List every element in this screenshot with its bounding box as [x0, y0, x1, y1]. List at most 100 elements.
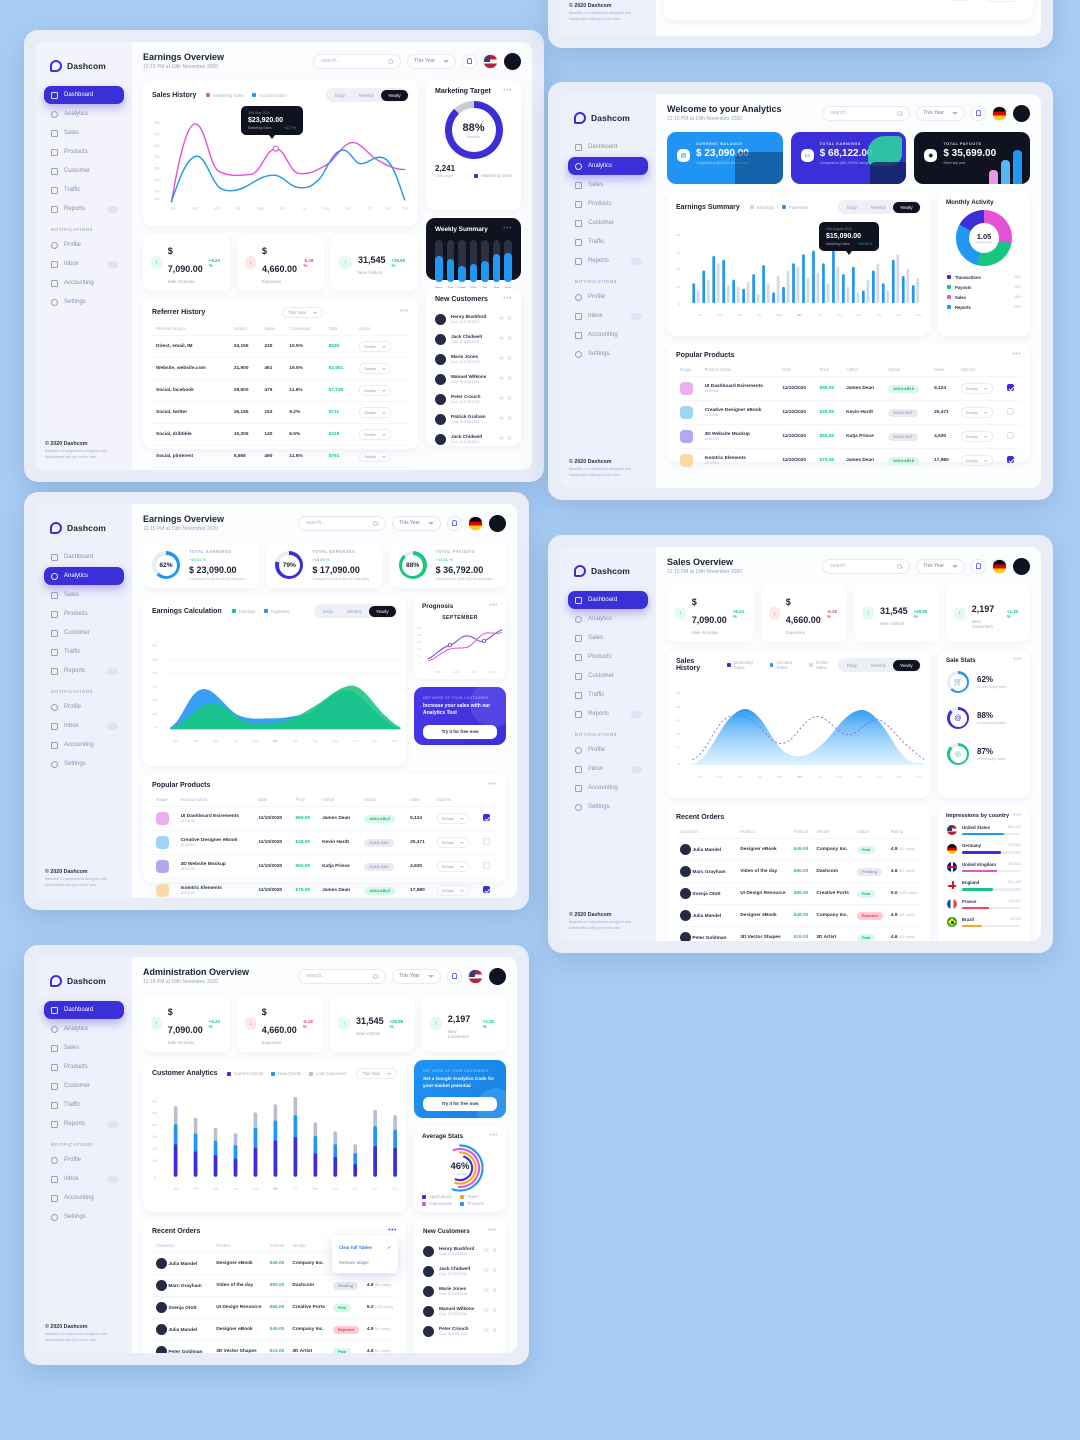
- list-item[interactable]: Peter Crouch Cust. ID 61512418 ✉ ⚙: [423, 1321, 497, 1341]
- seg-yearly[interactable]: Yearly: [892, 201, 920, 213]
- search-input[interactable]: search...: [822, 105, 911, 121]
- sidebar-item-customer[interactable]: Customer: [44, 1077, 124, 1095]
- gear-icon[interactable]: ⚙: [507, 336, 512, 342]
- notification-button[interactable]: [447, 968, 462, 984]
- gear-icon[interactable]: ⚙: [507, 416, 512, 422]
- search-input[interactable]: search...: [298, 515, 387, 531]
- seg-weekly[interactable]: Weekly: [870, 662, 886, 668]
- notification-button[interactable]: [447, 515, 462, 531]
- language-flag-button[interactable]: [992, 558, 1007, 574]
- mail-icon[interactable]: ✉: [484, 1288, 489, 1294]
- sidebar-item-analytics[interactable]: Analytics: [44, 105, 124, 123]
- language-flag-button[interactable]: [468, 968, 483, 984]
- sidebar-item-analytics[interactable]: Analytics: [44, 567, 124, 585]
- menu-item-clear-tables[interactable]: Clear full Tables ✓: [339, 1244, 391, 1251]
- details-button[interactable]: Details: [436, 813, 469, 824]
- gear-icon[interactable]: ⚙: [507, 436, 512, 442]
- sidebar-item-sales[interactable]: Sales: [44, 124, 124, 142]
- seg-yearly[interactable]: Yearly: [892, 659, 920, 671]
- sidebar-item-products[interactable]: Products: [44, 605, 124, 623]
- language-flag-button[interactable]: [468, 515, 483, 531]
- sidebar-item-reports[interactable]: Reports: [568, 252, 648, 270]
- details-button[interactable]: Details: [436, 861, 469, 872]
- seg-daily[interactable]: Daily: [846, 204, 857, 210]
- sidebar-item-products[interactable]: Products: [568, 195, 648, 213]
- row-checkbox[interactable]: [483, 886, 491, 893]
- sidebar-item-dashboard[interactable]: Dashboard: [44, 86, 124, 104]
- sidebar-item-accounting[interactable]: Accounting: [44, 274, 124, 292]
- row-checkbox[interactable]: [1007, 384, 1015, 391]
- gear-icon[interactable]: ⚙: [507, 316, 512, 322]
- period-select[interactable]: This Year: [392, 968, 441, 984]
- sidebar-item-reports[interactable]: Reports: [568, 705, 648, 723]
- seg-yearly[interactable]: Yearly: [368, 605, 396, 617]
- sidebar-item-customer[interactable]: Customer: [568, 214, 648, 232]
- sidebar-item-analytics[interactable]: Analytics: [568, 610, 648, 628]
- avatar[interactable]: [489, 967, 506, 985]
- more-icon[interactable]: •••: [503, 87, 512, 95]
- list-item[interactable]: Manuel Wilkons Cust. ID 61512416 ✉ ⚙: [423, 1301, 497, 1321]
- gear-icon[interactable]: ⚙: [492, 1308, 497, 1314]
- sidebar-item-traffic[interactable]: Traffic: [44, 1096, 124, 1114]
- sidebar-item-sales[interactable]: Sales: [44, 586, 124, 604]
- period-select[interactable]: This Year: [282, 307, 324, 318]
- mail-icon[interactable]: ✉: [484, 1308, 489, 1314]
- more-icon[interactable]: •••: [503, 295, 512, 303]
- details-button[interactable]: Details: [359, 363, 392, 374]
- sidebar-item-inbox[interactable]: Inbox: [568, 307, 648, 325]
- period-select[interactable]: This Year: [392, 515, 441, 531]
- list-item[interactable]: Patrick Graham Cust. ID 61512420 ✉ ⚙: [435, 409, 512, 429]
- sidebar-item-inbox[interactable]: Inbox: [44, 255, 124, 273]
- sidebar-item-analytics[interactable]: Analytics: [44, 1020, 124, 1038]
- sidebar-item-products[interactable]: Products: [44, 143, 124, 161]
- list-item[interactable]: Jack Chidwell Cust. ID 61512412 ✉ ⚙: [423, 1261, 497, 1281]
- gear-icon[interactable]: ⚙: [492, 1328, 497, 1334]
- details-button[interactable]: Details: [359, 451, 392, 462]
- gear-icon[interactable]: ⚙: [507, 356, 512, 362]
- list-item[interactable]: Marie Jones Cust. ID 61512415 ✉ ⚙: [423, 1281, 497, 1301]
- sidebar-item-sales[interactable]: Sales: [568, 629, 648, 647]
- seg-weekly[interactable]: Weekly: [358, 92, 374, 98]
- more-icon[interactable]: •••: [1013, 656, 1022, 664]
- row-checkbox[interactable]: [1007, 432, 1015, 439]
- mail-icon[interactable]: ✉: [484, 1268, 489, 1274]
- notification-button[interactable]: [971, 105, 986, 121]
- details-button[interactable]: Details: [359, 429, 392, 440]
- row-checkbox[interactable]: [483, 862, 491, 869]
- sidebar-item-accounting[interactable]: Accounting: [568, 326, 648, 344]
- mail-icon[interactable]: ✉: [499, 356, 504, 362]
- sidebar-item-settings[interactable]: Settings: [44, 755, 124, 773]
- seg-daily[interactable]: Daily: [322, 608, 333, 614]
- period-select[interactable]: This Year: [356, 1068, 397, 1079]
- mail-icon[interactable]: ✉: [499, 436, 504, 442]
- segmented-control[interactable]: Daily Weekly Yearly: [326, 88, 409, 102]
- details-button[interactable]: Details: [985, 0, 1017, 2]
- mail-icon[interactable]: ✉: [499, 396, 504, 402]
- mail-icon[interactable]: ✉: [499, 316, 504, 322]
- gear-icon[interactable]: ⚙: [507, 376, 512, 382]
- sidebar-item-products[interactable]: Products: [568, 648, 648, 666]
- gear-icon[interactable]: ⚙: [492, 1288, 497, 1294]
- promo-button[interactable]: Try it for free now: [423, 1096, 497, 1111]
- mail-icon[interactable]: ✉: [499, 416, 504, 422]
- more-icon[interactable]: •••: [1012, 351, 1021, 359]
- details-button[interactable]: Details: [960, 431, 993, 442]
- sidebar-item-reports[interactable]: Reports: [44, 200, 124, 218]
- context-menu[interactable]: Clear full Tables ✓ Remove widget: [332, 1236, 398, 1273]
- list-item[interactable]: Jack Chidwell Cust. ID 61512423 ✉ ⚙: [435, 429, 512, 449]
- more-icon[interactable]: •••: [489, 602, 498, 610]
- details-button[interactable]: Details: [359, 341, 392, 352]
- list-item[interactable]: Manuel Wilkons Cust. ID 61512416 ✉ ⚙: [435, 369, 512, 389]
- sidebar-item-profile[interactable]: Profile: [44, 236, 124, 254]
- details-button[interactable]: Details: [960, 407, 993, 418]
- sidebar-item-accounting[interactable]: Accounting: [568, 779, 648, 797]
- sidebar-item-accounting[interactable]: Accounting: [44, 1189, 124, 1207]
- details-button[interactable]: Details: [359, 407, 392, 418]
- sidebar-item-profile[interactable]: Profile: [44, 698, 124, 716]
- period-select[interactable]: This Year: [407, 53, 456, 69]
- details-button[interactable]: Details: [359, 385, 392, 396]
- row-checkbox[interactable]: [483, 814, 491, 821]
- segmented-control[interactable]: Daily Weekly Yearly: [838, 200, 921, 214]
- avatar[interactable]: [1013, 104, 1030, 122]
- list-item[interactable]: Henry Bushford Cust. ID 61512410 ✉ ⚙: [435, 309, 512, 329]
